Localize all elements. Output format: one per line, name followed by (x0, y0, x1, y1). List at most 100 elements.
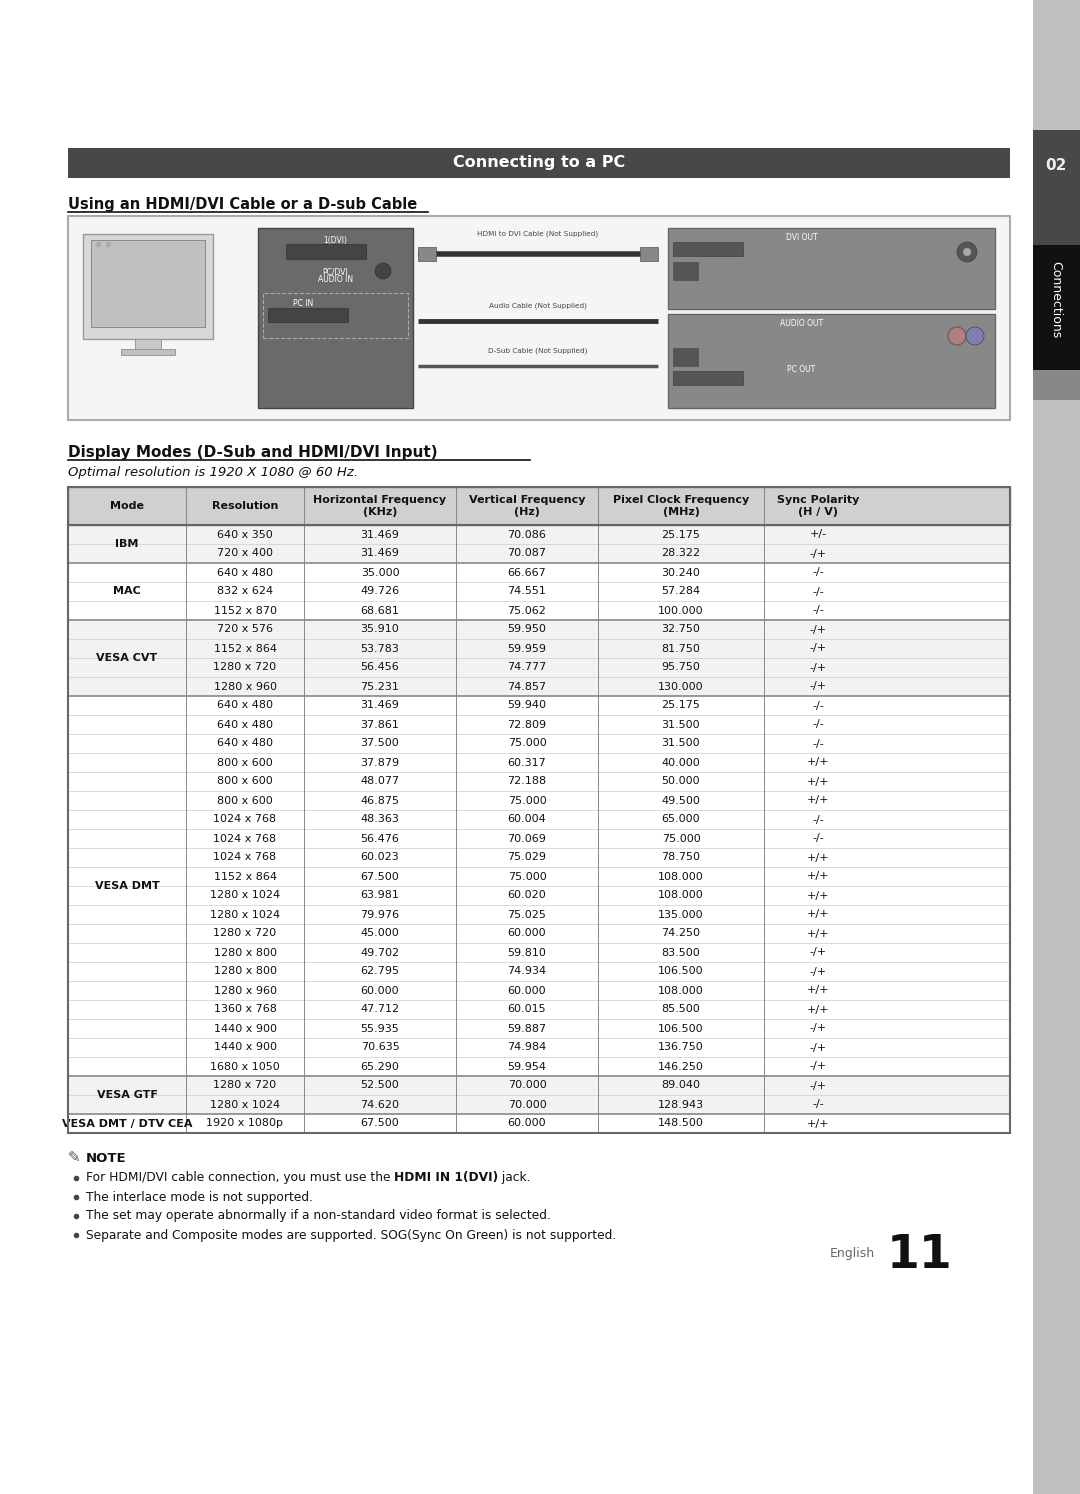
Text: 31.469: 31.469 (361, 529, 400, 539)
Bar (91, 241, 205, 327)
Text: MAC: MAC (113, 587, 140, 596)
Bar (1032, 0, 1080, 1494)
Text: 60.023: 60.023 (361, 853, 400, 862)
Text: 1920 x 1080p: 1920 x 1080p (206, 1119, 283, 1128)
Text: 1024 x 768: 1024 x 768 (214, 814, 276, 825)
Text: 62.795: 62.795 (361, 967, 400, 977)
Text: 106.500: 106.500 (658, 1023, 704, 1034)
Text: 60.000: 60.000 (361, 986, 400, 995)
Text: 1280 x 800: 1280 x 800 (214, 967, 276, 977)
Text: 60.004: 60.004 (508, 814, 546, 825)
Text: Audio Cable (Not Supplied): Audio Cable (Not Supplied) (489, 303, 586, 309)
Text: 1280 x 720: 1280 x 720 (214, 928, 276, 938)
Text: Separate and Composite modes are supported. SOG(Sync On Green) is not supported.: Separate and Composite modes are support… (86, 1228, 617, 1242)
Text: Mode: Mode (110, 500, 144, 511)
Text: 136.750: 136.750 (658, 1043, 704, 1052)
Bar (68, 524, 1010, 563)
Bar (1032, 130, 1080, 245)
Text: -/-: -/- (812, 701, 824, 711)
Text: 135.000: 135.000 (658, 910, 704, 919)
Text: PC OUT: PC OUT (787, 365, 815, 374)
Bar (268, 308, 348, 323)
Text: 75.000: 75.000 (508, 738, 546, 748)
Text: -/-: -/- (812, 720, 824, 729)
Text: -/+: -/+ (809, 624, 826, 635)
Bar (1032, 371, 1080, 400)
Text: -/-: -/- (812, 738, 824, 748)
Text: 02: 02 (1045, 157, 1067, 172)
Text: 70.635: 70.635 (361, 1043, 400, 1052)
Text: Vertical Frequency
(Hz): Vertical Frequency (Hz) (469, 495, 585, 517)
Text: -/+: -/+ (809, 1062, 826, 1071)
Text: The interlace mode is not supported.: The interlace mode is not supported. (86, 1191, 313, 1204)
Text: -/+: -/+ (809, 967, 826, 977)
Text: Display Modes (D-Sub and HDMI/DVI Input): Display Modes (D-Sub and HDMI/DVI Input) (68, 445, 437, 460)
Bar (418, 247, 436, 261)
Text: 83.500: 83.500 (662, 947, 700, 958)
Text: 1152 x 864: 1152 x 864 (214, 871, 276, 881)
Text: +/+: +/+ (807, 777, 829, 786)
Text: -/+: -/+ (809, 644, 826, 653)
Text: 75.062: 75.062 (508, 605, 546, 616)
Text: +/+: +/+ (807, 986, 829, 995)
Text: 60.000: 60.000 (508, 928, 546, 938)
Text: 48.363: 48.363 (361, 814, 400, 825)
Text: 60.000: 60.000 (508, 986, 546, 995)
Text: VESA DMT: VESA DMT (95, 881, 160, 890)
Text: -/+: -/+ (809, 681, 826, 692)
Text: 1152 x 870: 1152 x 870 (214, 605, 276, 616)
Text: 37.861: 37.861 (361, 720, 400, 729)
Text: 70.000: 70.000 (508, 1100, 546, 1110)
Text: 67.500: 67.500 (361, 871, 400, 881)
Bar (673, 242, 743, 255)
Text: 1360 x 768: 1360 x 768 (214, 1004, 276, 1014)
Text: Sync Polarity
(H / V): Sync Polarity (H / V) (777, 495, 860, 517)
Text: 108.000: 108.000 (658, 890, 704, 901)
Text: 70.000: 70.000 (508, 1080, 546, 1091)
Bar (640, 247, 658, 261)
Text: Using an HDMI/DVI Cable or a D-sub Cable: Using an HDMI/DVI Cable or a D-sub Cable (68, 197, 417, 212)
Text: 1(DVI): 1(DVI) (324, 236, 348, 245)
Text: 31.500: 31.500 (662, 720, 700, 729)
Text: 60.000: 60.000 (508, 1119, 546, 1128)
Text: 74.984: 74.984 (508, 1043, 546, 1052)
Text: 59.959: 59.959 (508, 644, 546, 653)
Text: +/+: +/+ (807, 910, 829, 919)
Text: 25.175: 25.175 (662, 701, 701, 711)
Text: +/+: +/+ (807, 1004, 829, 1014)
Text: +/+: +/+ (807, 1119, 829, 1128)
Bar (673, 261, 698, 279)
Bar (121, 350, 175, 356)
Text: PC IN: PC IN (293, 299, 313, 308)
Text: 72.809: 72.809 (508, 720, 546, 729)
Text: Pixel Clock Frequency
(MHz): Pixel Clock Frequency (MHz) (612, 495, 750, 517)
Text: 720 x 400: 720 x 400 (217, 548, 273, 559)
Text: 60.317: 60.317 (508, 757, 546, 768)
Text: ✎: ✎ (68, 1150, 81, 1165)
Text: 1280 x 1024: 1280 x 1024 (210, 890, 280, 901)
Text: 37.500: 37.500 (361, 738, 400, 748)
Text: 640 x 480: 640 x 480 (217, 720, 273, 729)
Text: D-Sub Cable (Not Supplied): D-Sub Cable (Not Supplied) (488, 348, 588, 354)
Text: AUDIO IN: AUDIO IN (318, 275, 353, 284)
Text: 74.777: 74.777 (508, 662, 546, 672)
Text: 75.000: 75.000 (508, 795, 546, 805)
Text: 65.290: 65.290 (361, 1062, 400, 1071)
Text: 640 x 350: 640 x 350 (217, 529, 273, 539)
Text: VESA CVT: VESA CVT (96, 653, 158, 663)
Text: 79.976: 79.976 (361, 910, 400, 919)
Text: 57.284: 57.284 (661, 587, 701, 596)
Text: 1680 x 1050: 1680 x 1050 (211, 1062, 280, 1071)
Circle shape (957, 242, 977, 261)
Text: 70.086: 70.086 (508, 529, 546, 539)
Bar (264, 293, 408, 338)
Text: 720 x 576: 720 x 576 (217, 624, 273, 635)
Text: 56.456: 56.456 (361, 662, 400, 672)
Text: 81.750: 81.750 (662, 644, 701, 653)
Text: 59.887: 59.887 (508, 1023, 546, 1034)
Text: The set may operate abnormally if a non-standard video format is selected.: The set may operate abnormally if a non-… (86, 1210, 551, 1222)
Bar (68, 620, 1010, 696)
Circle shape (948, 327, 966, 345)
Text: 800 x 600: 800 x 600 (217, 777, 273, 786)
Text: 1280 x 1024: 1280 x 1024 (210, 910, 280, 919)
